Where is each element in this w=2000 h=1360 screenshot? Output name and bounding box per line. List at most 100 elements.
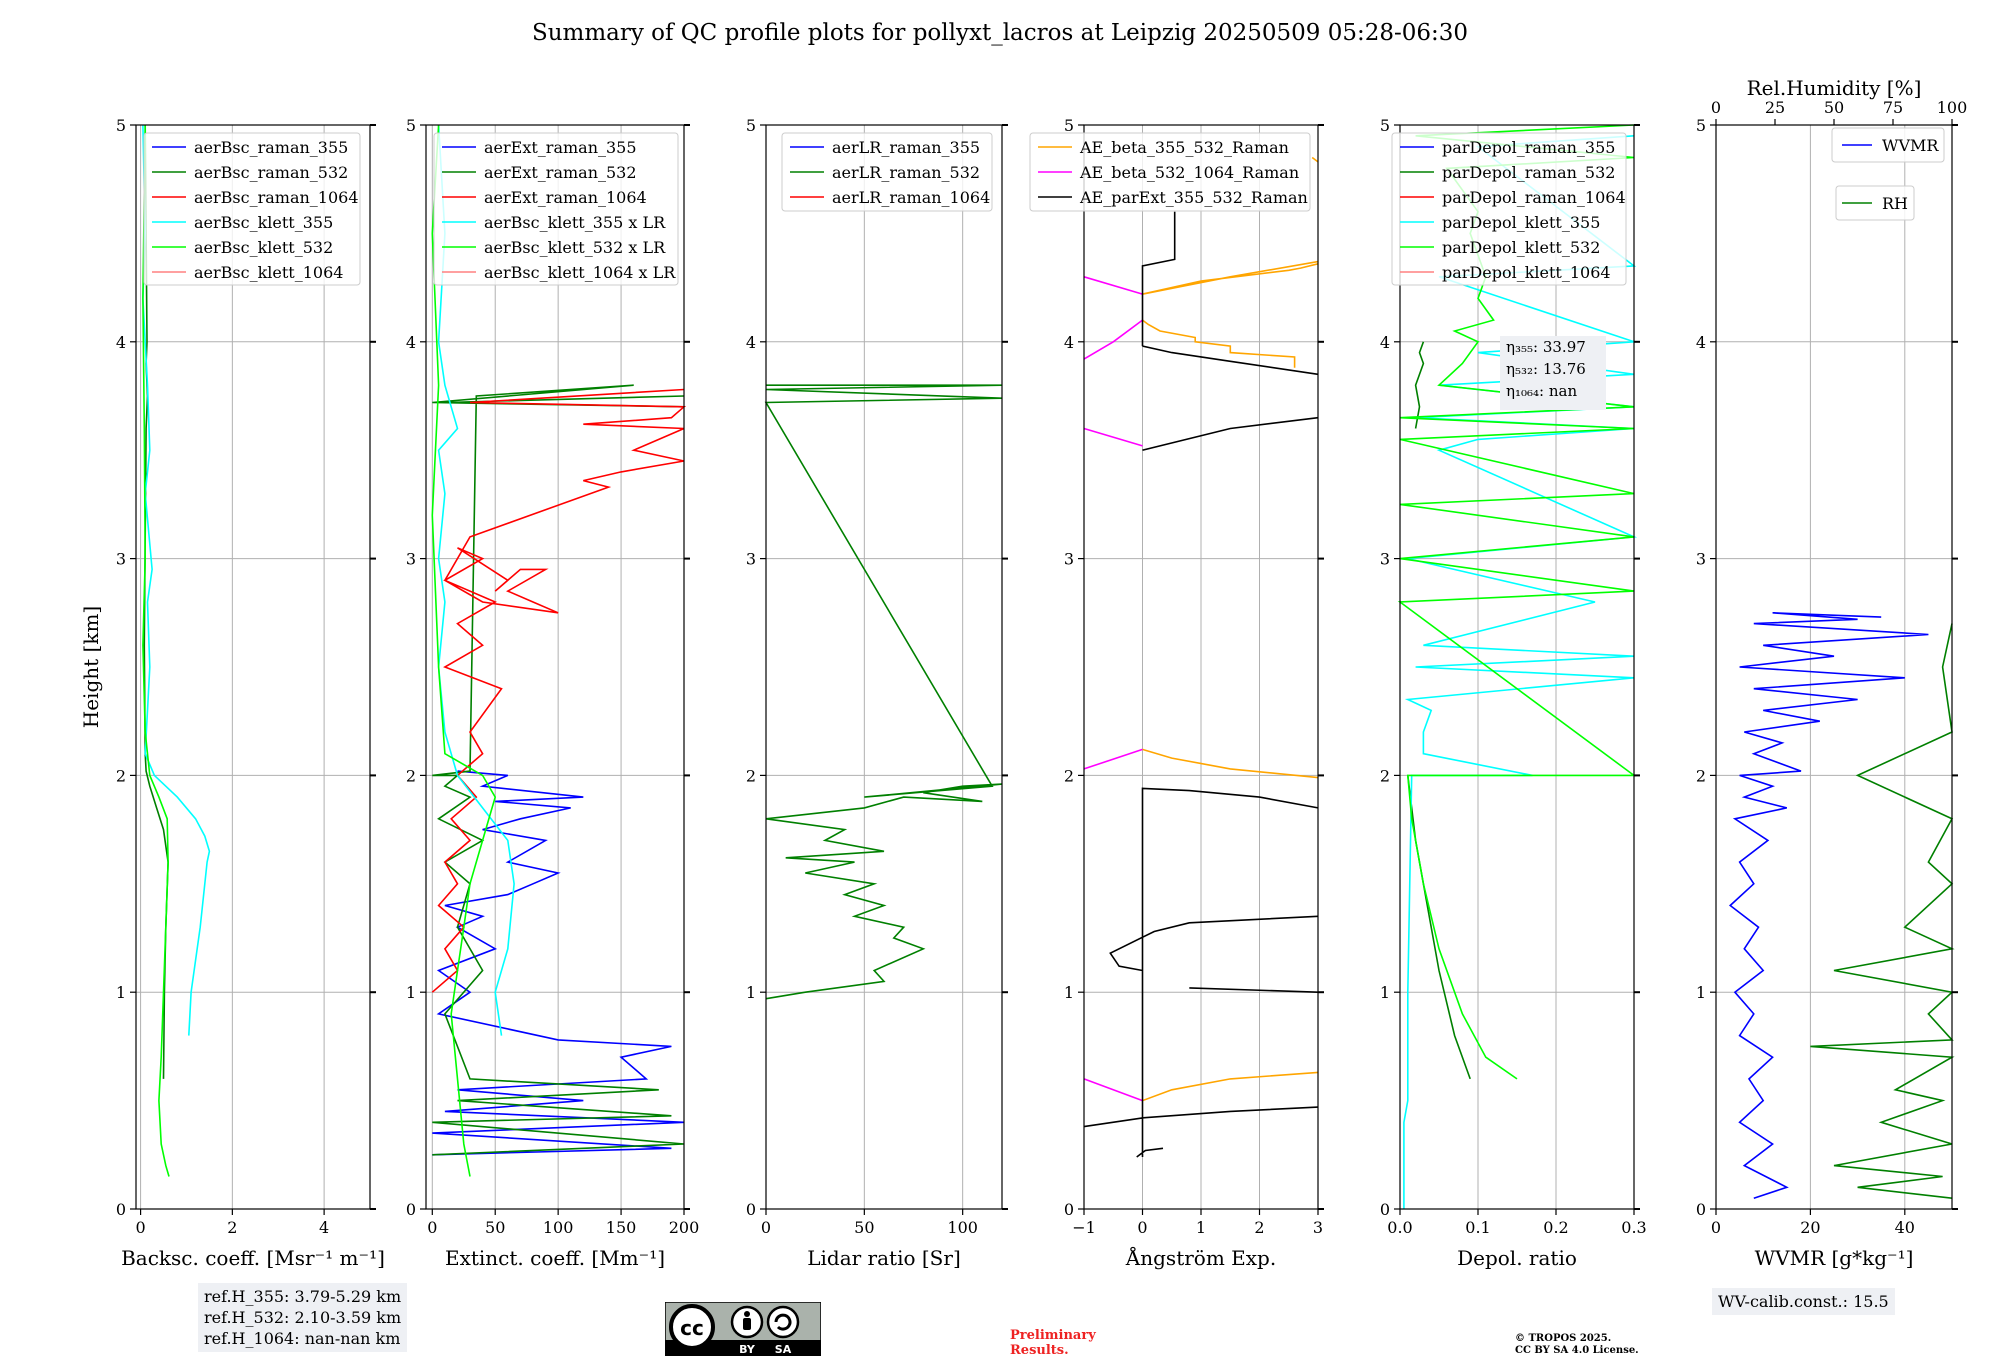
wv-calibration-box: WV-calib.const.: 15.5: [1712, 1288, 1895, 1315]
legend-label: parDepol_raman_355: [1442, 138, 1615, 157]
legend-label: parDepol_raman_532: [1442, 163, 1615, 182]
cc-badge-by-label: BY: [739, 1343, 756, 1356]
y-tick-label: 3: [1380, 550, 1390, 569]
legend-angstrom: AE_beta_355_532_Raman AE_beta_532_1064_Ra…: [1029, 132, 1311, 212]
legend-label: aerLR_raman_532: [832, 163, 980, 182]
x-tick-label: 2: [227, 1218, 237, 1237]
x-tick-label: 40: [1895, 1218, 1915, 1237]
y-tick-label: 3: [116, 550, 126, 569]
legend-label: aerBsc_raman_1064: [194, 188, 359, 207]
x-axis-label: Ångström Exp.: [1125, 1245, 1276, 1270]
panel-depolarization: 0.0 0.1 0.2 0.3 0 1 2 3 4 5 Depol. ratio parDepol_r…: [1380, 116, 1647, 1270]
panel-water_vapor: 0 20 40 0 1 2 3 4 5 WVMR [g*kg⁻¹] 0 25 50 75 100 Rel.Hu…: [1696, 76, 1967, 1270]
legend-frame: [143, 132, 361, 286]
ref-height-355: ref.H_355: 3.79-5.29 km: [204, 1287, 402, 1306]
series-AE_beta_355_532_Raman: [1142, 156, 1319, 1102]
preliminary-results-note: Preliminary Results.: [1010, 1328, 1096, 1358]
legend-label: aerLR_raman_1064: [832, 188, 990, 207]
legend-label: aerBsc_raman_355: [194, 138, 348, 157]
axes-frame: [425, 124, 685, 1210]
legend-frame: [781, 132, 993, 212]
figure-title: Summary of QC profile plots for pollyxt_…: [531, 20, 1469, 46]
series-parDepol_klett_355: [1403, 135, 1638, 1209]
x-tick-label: 0: [1137, 1218, 1147, 1237]
cc-logo-icon: [669, 1304, 715, 1350]
panel-lidar_ratio: 0 50 100 0 1 2 3 4 5 Lidar ratio [Sr] aerLR_raman_…: [746, 116, 1008, 1270]
x-tick-label: 0: [1711, 1218, 1721, 1237]
eta-value: η₁₀₆₄: nan: [1506, 382, 1577, 400]
legend-frame: [433, 132, 679, 286]
y-tick-label: 2: [1696, 766, 1706, 785]
y-tick-label: 4: [1696, 333, 1706, 352]
y-tick-label: 1: [1696, 983, 1706, 1002]
cc-by-sa-badge: cc BY SA: [665, 1302, 821, 1356]
y-tick-label: 2: [1064, 766, 1074, 785]
top-x-tick-label: 25: [1765, 98, 1785, 117]
y-tick-label: 4: [1064, 333, 1074, 352]
series-AE_beta_532_1064_Raman: [1083, 276, 1143, 1102]
grid-depolarization: [1399, 124, 1635, 1210]
cc-logo-text: cc: [680, 1316, 704, 1340]
x-tick-label: 1: [1196, 1218, 1206, 1237]
eta-annotation: η₃₅₅: 33.97 η₅₃₂: 13.76 η₁₀₆₄: nan: [1500, 336, 1606, 410]
y-tick-label: 3: [1064, 550, 1074, 569]
legend-label: aerLR_raman_355: [832, 138, 980, 157]
top-x-tick-label: 50: [1824, 98, 1844, 117]
x-tick-label: 0.2: [1543, 1218, 1568, 1237]
copyright-line-1: © TROPOS 2025.: [1515, 1333, 1612, 1344]
axes-frame: [765, 124, 1003, 1210]
legend-lidar_ratio: aerLR_raman_355 aerLR_raman_532 aerLR_rama…: [781, 132, 993, 212]
y-tick-label: 4: [116, 333, 126, 352]
legend-label: aerBsc_klett_532 x LR: [484, 238, 666, 257]
y-tick-label: 5: [116, 116, 126, 135]
series-AE_parExt_355_532_Raman: [1083, 211, 1319, 1158]
y-tick-label: 2: [746, 766, 756, 785]
top-x-tick-label: 0: [1711, 98, 1721, 117]
y-tick-label: 4: [746, 333, 756, 352]
y-tick-label: 2: [1380, 766, 1390, 785]
axes-frame: [1399, 124, 1635, 1210]
y-tick-label: 0: [746, 1200, 756, 1219]
series-aerBsc_klett_355 x LR: [437, 124, 515, 1036]
y-tick-label: 3: [746, 550, 756, 569]
x-tick-label: 20: [1800, 1218, 1820, 1237]
legend-frame: [1831, 127, 1945, 163]
legend-label: aerExt_raman_1064: [484, 188, 647, 207]
x-tick-label: 0.0: [1387, 1218, 1412, 1237]
x-tick-label: −1: [1072, 1218, 1096, 1237]
legend-label: RH: [1882, 194, 1908, 213]
panel-extinction: 0 50 100 150 200 0 1 2 3 4 5 Extinct. coeff. [Mm⁻¹]…: [406, 116, 699, 1270]
cc-badge-sa-label: SA: [775, 1343, 792, 1356]
top-x-tick-label: 75: [1883, 98, 1903, 117]
copyright-line-2: CC BY SA 4.0 License.: [1515, 1345, 1639, 1356]
x-tick-label: 100: [543, 1218, 574, 1237]
x-tick-label: 0: [135, 1218, 145, 1237]
series-WVMR: [1728, 612, 1929, 1199]
y-tick-label: 2: [116, 766, 126, 785]
legend-label: parDepol_klett_1064: [1442, 263, 1611, 282]
x-tick-label: 0: [427, 1218, 437, 1237]
x-tick-label: 50: [485, 1218, 505, 1237]
top-x-axis-label: Rel.Humidity [%]: [1747, 76, 1922, 100]
ref-height-532: ref.H_532: 2.10-3.59 km: [204, 1308, 402, 1327]
panel-backscatter: 0 2 4 0 1 2 3 4 5 Backsc. coeff. [Msr⁻¹ m⁻¹] Heigh…: [79, 116, 385, 1270]
legend-label: AE_parExt_355_532_Raman: [1079, 188, 1308, 207]
legend-label: aerBsc_klett_1064: [194, 263, 343, 282]
y-tick-label: 4: [1380, 333, 1390, 352]
wv-calibration-constant: WV-calib.const.: 15.5: [1718, 1292, 1889, 1311]
y-tick-label: 5: [1064, 116, 1074, 135]
y-tick-label: 1: [1064, 983, 1074, 1002]
x-tick-label: 0.3: [1621, 1218, 1646, 1237]
x-tick-label: 100: [947, 1218, 978, 1237]
y-tick-label: 2: [406, 766, 416, 785]
y-tick-label: 0: [1380, 1200, 1390, 1219]
legend-label: AE_beta_532_1064_Raman: [1079, 163, 1299, 182]
legend-frame: [1835, 185, 1915, 221]
eta-annotation-box: [1500, 336, 1606, 410]
copyright-note: © TROPOS 2025. CC BY SA 4.0 License.: [1515, 1333, 1639, 1357]
series-aerBsc_klett_532: [142, 124, 170, 1177]
y-tick-label: 5: [1696, 116, 1706, 135]
share-alike-icon: [766, 1305, 800, 1339]
